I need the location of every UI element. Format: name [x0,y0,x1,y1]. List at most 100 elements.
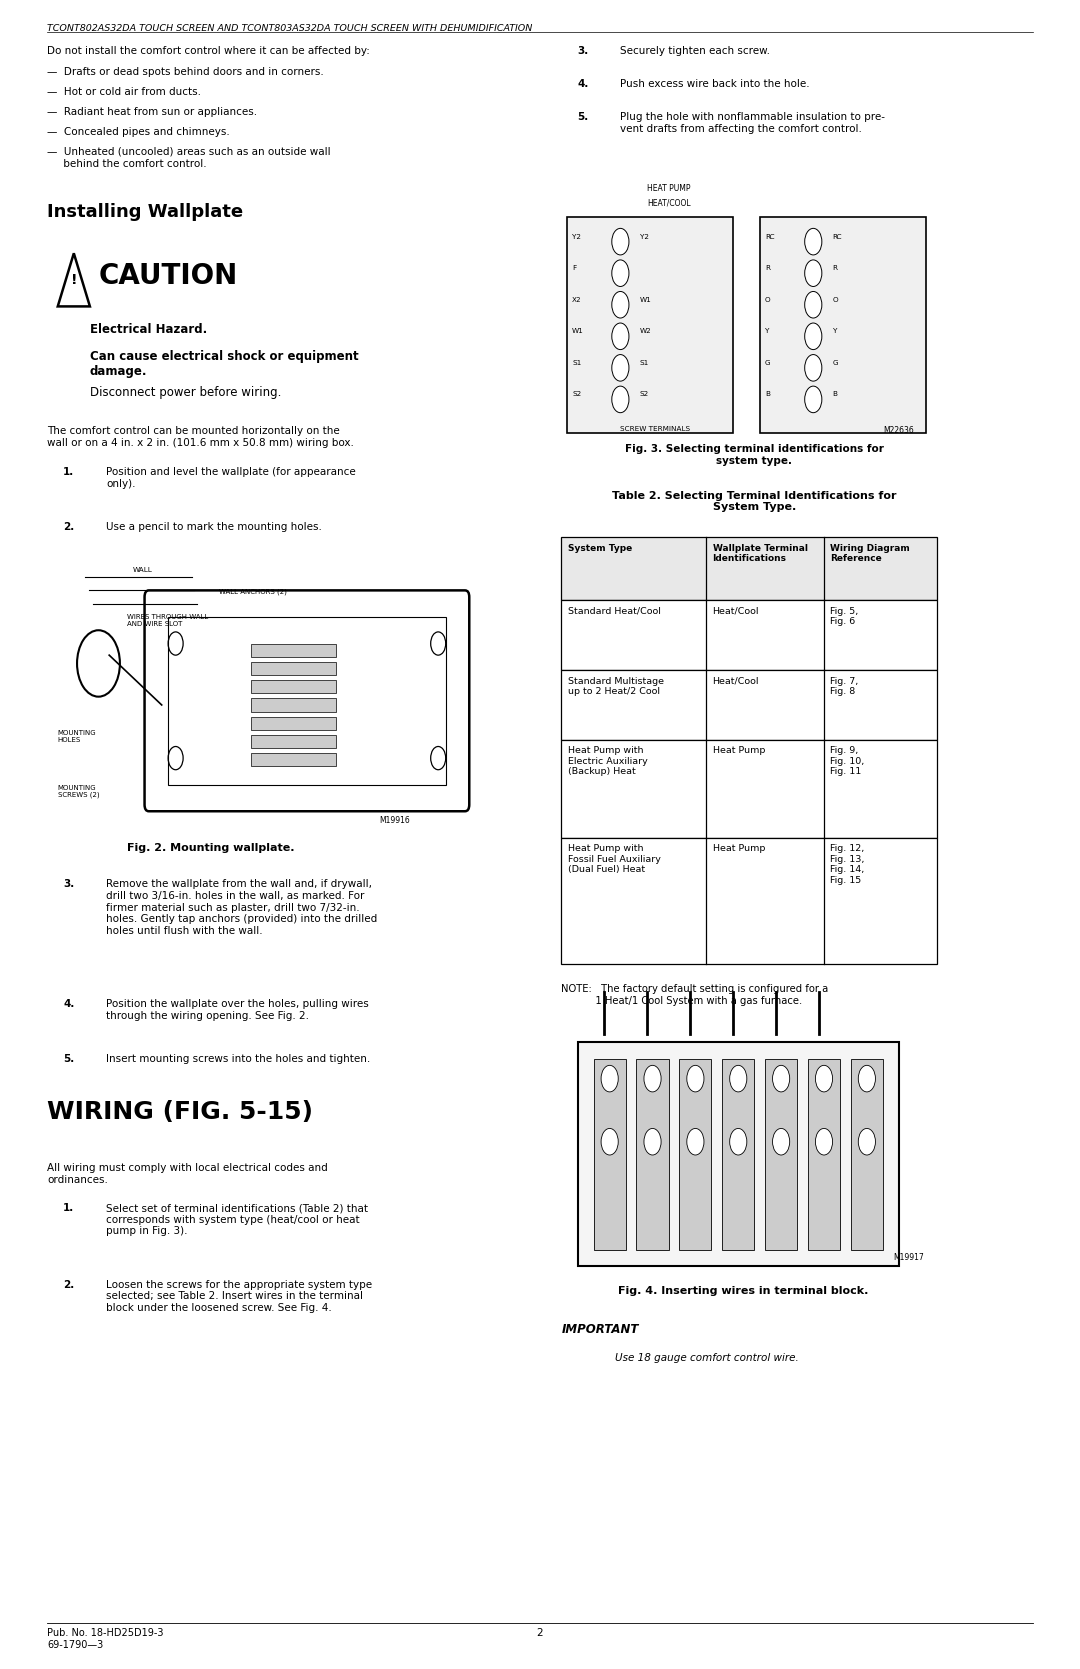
Text: —  Hot or cold air from ducts.: — Hot or cold air from ducts. [48,87,201,97]
Text: Fig. 12,
Fig. 13,
Fig. 14,
Fig. 15: Fig. 12, Fig. 13, Fig. 14, Fig. 15 [831,845,865,885]
Text: Use a pencil to mark the mounting holes.: Use a pencil to mark the mounting holes. [106,522,322,532]
Text: B: B [765,392,770,397]
Text: 2.: 2. [63,1280,75,1290]
Text: 2: 2 [537,1629,543,1639]
Text: IMPORTANT: IMPORTANT [562,1324,638,1335]
Text: CAUTION: CAUTION [98,262,238,289]
Text: —  Drafts or dead spots behind doors and in corners.: — Drafts or dead spots behind doors and … [48,67,324,77]
Circle shape [611,229,629,255]
Bar [251,716,336,729]
Text: WIRES THROUGH WALL
AND WIRE SLOT: WIRES THROUGH WALL AND WIRE SLOT [127,614,208,626]
Text: Y2: Y2 [572,234,581,240]
Text: Do not install the comfort control where it can be affected by:: Do not install the comfort control where… [48,45,370,55]
Text: W1: W1 [639,297,651,302]
Text: R: R [833,265,838,272]
Text: MOUNTING
SCREWS (2): MOUNTING SCREWS (2) [57,784,99,798]
Text: Push excess wire back into the hole.: Push excess wire back into the hole. [620,78,810,88]
Text: 3.: 3. [578,45,589,55]
Circle shape [805,354,822,381]
Text: W2: W2 [639,329,651,334]
Text: Y: Y [833,329,837,334]
Text: TCONT802AS32DA TOUCH SCREEN AND TCONT803AS32DA TOUCH SCREEN WITH DEHUMIDIFICATIO: TCONT802AS32DA TOUCH SCREEN AND TCONT803… [48,23,532,33]
Text: Can cause electrical shock or equipment
damage.: Can cause electrical shock or equipment … [90,349,359,377]
Text: R: R [765,265,770,272]
Text: O: O [765,297,771,302]
Text: Use 18 gauge comfort control wire.: Use 18 gauge comfort control wire. [615,1352,799,1362]
Bar [251,663,336,674]
Text: 4.: 4. [578,78,589,88]
Text: Remove the wallplate from the wall and, if drywall,
drill two 3/16-in. holes in : Remove the wallplate from the wall and, … [106,880,377,936]
Text: RC: RC [833,234,842,240]
Text: Heat/Cool: Heat/Cool [713,676,759,686]
Bar [251,679,336,693]
Text: Loosen the screws for the appropriate system type
selected; see Table 2. Insert : Loosen the screws for the appropriate sy… [106,1280,373,1314]
Text: Heat Pump with
Fossil Fuel Auxiliary
(Dual Fuel) Heat: Heat Pump with Fossil Fuel Auxiliary (Du… [568,845,661,875]
Text: WALL ANCHORS (2): WALL ANCHORS (2) [218,589,286,596]
Circle shape [687,1128,704,1155]
Bar [578,1041,899,1267]
Text: G: G [765,361,771,366]
Circle shape [611,354,629,381]
Text: Wallplate Terminal
Identifications: Wallplate Terminal Identifications [713,544,808,562]
Text: Position and level the wallplate (for appearance
only).: Position and level the wallplate (for ap… [106,467,355,489]
Circle shape [687,1065,704,1092]
Bar [562,669,936,739]
Text: 2.: 2. [63,522,75,532]
Circle shape [805,386,822,412]
Text: Fig. 7,
Fig. 8: Fig. 7, Fig. 8 [831,676,859,696]
Text: X2: X2 [572,297,582,302]
Text: —  Concealed pipes and chimneys.: — Concealed pipes and chimneys. [48,127,230,137]
Text: Heat Pump with
Electric Auxiliary
(Backup) Heat: Heat Pump with Electric Auxiliary (Backu… [568,746,648,776]
Text: Wiring Diagram
Reference: Wiring Diagram Reference [831,544,910,562]
Circle shape [730,1065,747,1092]
Bar [567,217,733,432]
Text: Electrical Hazard.: Electrical Hazard. [90,324,207,335]
Circle shape [772,1065,789,1092]
Text: Fig. 5,
Fig. 6: Fig. 5, Fig. 6 [831,608,859,626]
Circle shape [772,1128,789,1155]
Bar [808,1058,840,1250]
Text: Position the wallplate over the holes, pulling wires
through the wiring opening.: Position the wallplate over the holes, p… [106,1000,368,1020]
Text: Installing Wallplate: Installing Wallplate [48,204,243,222]
Text: B: B [833,392,838,397]
Circle shape [644,1128,661,1155]
Text: Standard Heat/Cool: Standard Heat/Cool [568,608,661,616]
Circle shape [611,386,629,412]
Text: Fig. 3. Selecting terminal identifications for
system type.: Fig. 3. Selecting terminal identificatio… [625,444,883,466]
Bar [251,644,336,658]
Text: 3.: 3. [63,880,75,890]
Text: S1: S1 [639,361,649,366]
Text: —  Unheated (uncooled) areas such as an outside wall
     behind the comfort con: — Unheated (uncooled) areas such as an o… [48,147,330,169]
Text: M22636: M22636 [883,426,914,436]
Text: Securely tighten each screw.: Securely tighten each screw. [620,45,770,55]
Bar [251,753,336,766]
Text: S2: S2 [572,392,581,397]
Text: WALL: WALL [133,567,152,572]
Text: RC: RC [765,234,774,240]
Circle shape [730,1128,747,1155]
Circle shape [859,1065,876,1092]
Text: 1.: 1. [63,467,75,477]
Text: Fig. 9,
Fig. 10,
Fig. 11: Fig. 9, Fig. 10, Fig. 11 [831,746,865,776]
Text: !: ! [70,272,77,287]
Text: HEAT/COOL: HEAT/COOL [647,199,690,207]
Bar [562,838,936,965]
Text: G: G [833,361,838,366]
Text: Table 2. Selecting Terminal Identifications for
System Type.: Table 2. Selecting Terminal Identificati… [612,491,896,512]
Text: Select set of terminal identifications (Table 2) that
corresponds with system ty: Select set of terminal identifications (… [106,1203,368,1237]
Text: System Type: System Type [568,544,632,552]
Text: All wiring must comply with local electrical codes and
ordinances.: All wiring must comply with local electr… [48,1163,328,1185]
Bar [765,1058,797,1250]
Text: SCREW TERMINALS: SCREW TERMINALS [620,426,690,432]
Text: MOUNTING
HOLES: MOUNTING HOLES [57,729,96,743]
Text: 5.: 5. [578,112,589,122]
Bar [679,1058,712,1250]
Text: S1: S1 [572,361,581,366]
Text: Heat/Cool: Heat/Cool [713,608,759,616]
Bar [723,1058,754,1250]
Text: M19916: M19916 [379,816,410,824]
Circle shape [602,1065,618,1092]
Text: NOTE:   The factory default setting is configured for a
           1 Heat/1 Cool: NOTE: The factory default setting is con… [562,985,828,1005]
Text: 4.: 4. [63,1000,75,1008]
Text: O: O [833,297,838,302]
